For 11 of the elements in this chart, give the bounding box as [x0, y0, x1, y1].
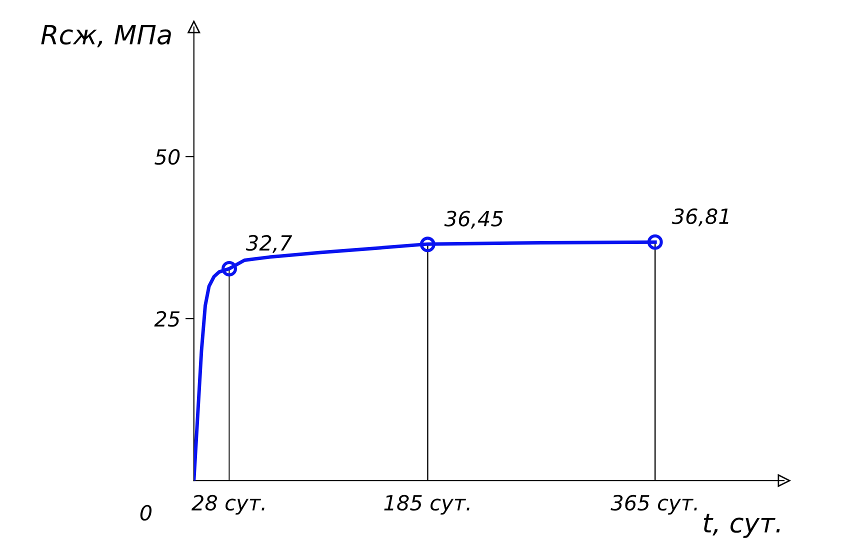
x-tick-label: 365 сут.	[610, 494, 697, 515]
y-tick-label: 25	[154, 311, 180, 327]
x-axis-title: t, сут.	[704, 514, 780, 538]
data-label: 36,45	[444, 210, 503, 229]
x-tick-label: 28 сут.	[192, 494, 264, 515]
y-tick-label: 50	[154, 149, 180, 165]
y-axis-title: Rсж, МПа	[41, 24, 171, 48]
text: 0	[140, 504, 152, 521]
data-label: 36,81	[672, 208, 728, 226]
data-label: 32,7	[246, 235, 292, 253]
x-tick-label: 185 сут.	[384, 494, 470, 515]
